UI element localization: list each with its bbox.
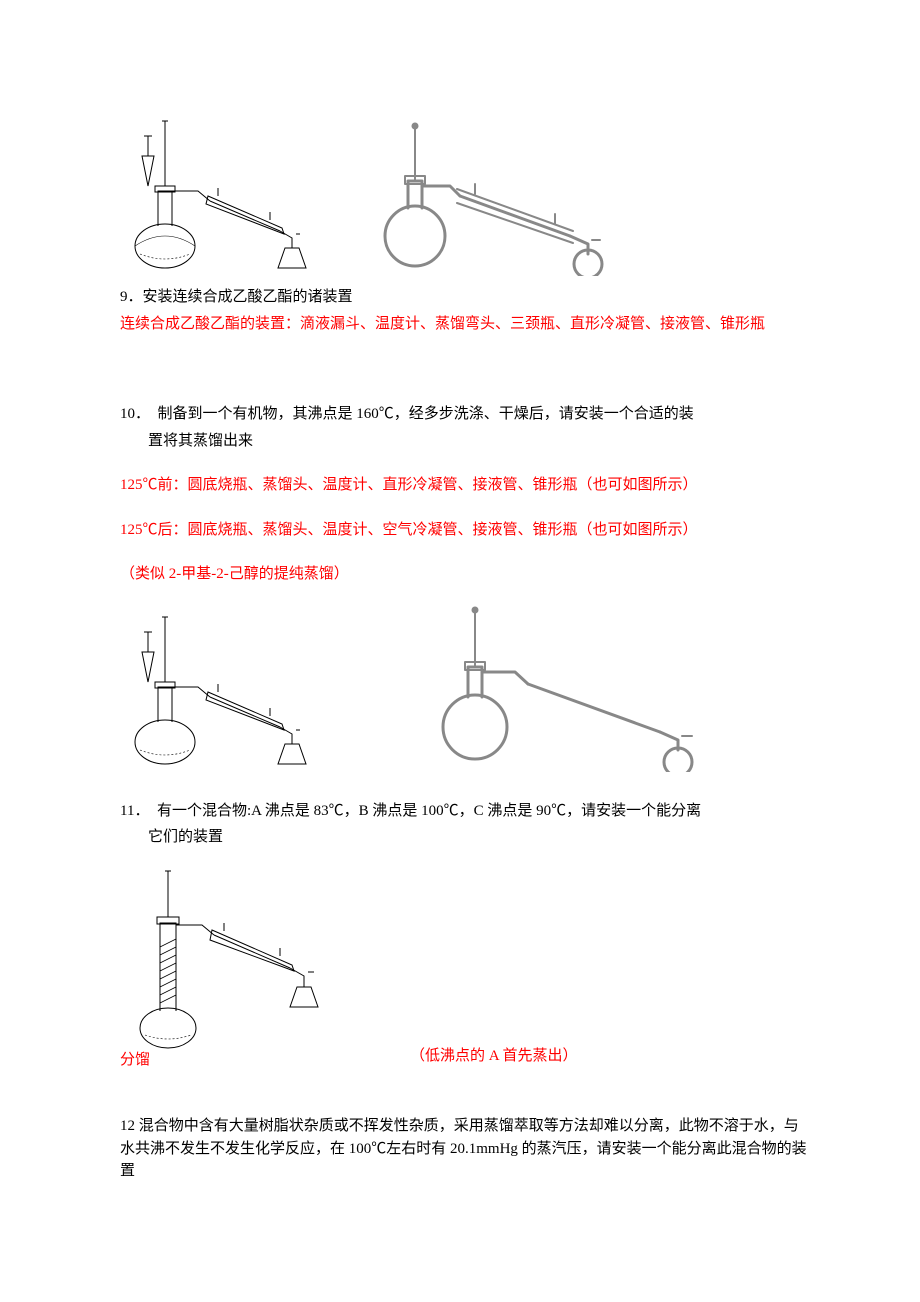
- q11-right: （低沸点的 A 首先蒸出）: [350, 1045, 578, 1072]
- q11-left: 分馏: [120, 1052, 150, 1068]
- q11-title-cont: 它们的装置: [120, 826, 810, 849]
- q9-answer: 连续合成乙酸乙酯的装置：滴液漏斗、温度计、蒸馏弯头、三颈瓶、直形冷凝管、接液管、…: [120, 313, 810, 336]
- q10-line1: 125℃前：圆底烧瓶、蒸馏头、温度计、直形冷凝管、接液管、锥形瓶（也可如图所示）: [120, 474, 810, 497]
- q10-line2: 125℃后：圆底烧瓶、蒸馏头、温度计、空气冷凝管、接液管、锥形瓶（也可如图所示）: [120, 519, 810, 542]
- apparatus-diagram-c: [120, 592, 340, 772]
- q10-title: 10． 制备到一个有机物，其沸点是 160℃，经多步洗涤、干燥后，请安装一个合适…: [120, 403, 810, 426]
- apparatus-diagram-d: [420, 592, 740, 772]
- q9-title: 9．安装连续合成乙酸乙酯的诸装置: [120, 286, 810, 309]
- figure-row-11: 分馏 （低沸点的 A 首先蒸出）: [120, 853, 810, 1072]
- figure-row-9: [120, 96, 810, 276]
- q10-line3: （类似 2-甲基-2-己醇的提纯蒸馏）: [120, 563, 810, 586]
- apparatus-diagram-e: [120, 853, 350, 1053]
- figure-row-10: [120, 592, 810, 772]
- apparatus-diagram-b: [360, 106, 660, 276]
- q11-title: 11． 有一个混合物:A 沸点是 83℃，B 沸点是 100℃，C 沸点是 90…: [120, 800, 810, 823]
- apparatus-diagram-a: [120, 96, 340, 276]
- q10-title-cont: 置将其蒸馏出来: [120, 430, 810, 453]
- q12-text: 12 混合物中含有大量树脂状杂质或不挥发性杂质，采用蒸馏萃取等方法却难以分离，此…: [120, 1115, 810, 1183]
